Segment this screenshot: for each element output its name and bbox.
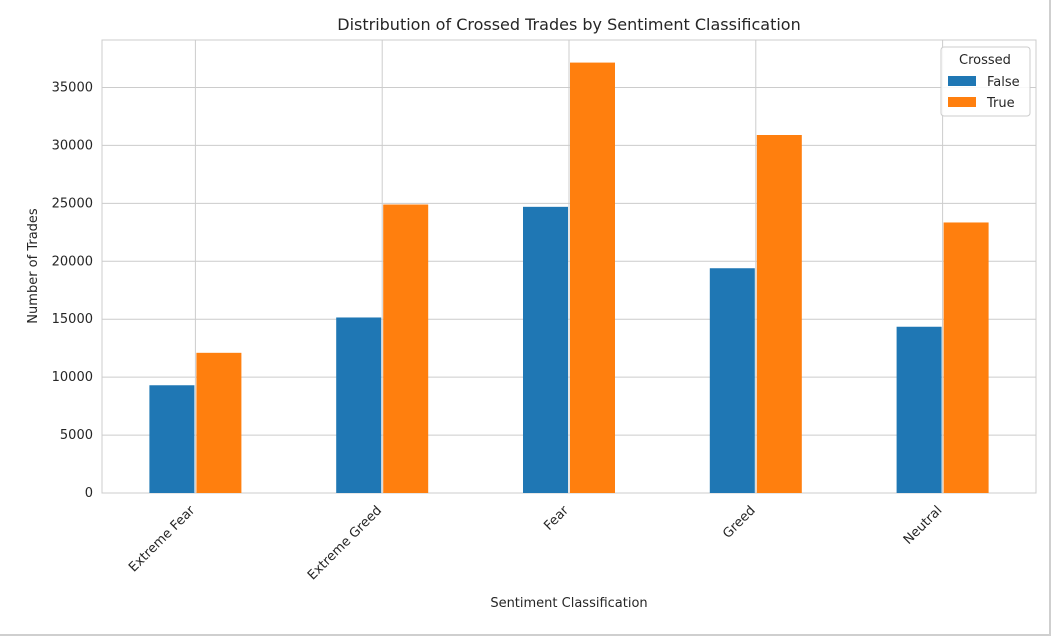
legend-swatch-true (948, 97, 976, 107)
x-tick-label: Greed (720, 503, 758, 541)
bar-true-extreme-fear (196, 352, 242, 493)
bar-false-fear (523, 206, 568, 494)
bar-false-greed (709, 268, 755, 493)
legend-label-true: True (986, 96, 1015, 111)
x-tick-label: Extreme Greed (305, 503, 385, 583)
legend-label-false: False (987, 75, 1020, 90)
y-tick-labels: 0 5000 10000 15000 20000 25000 30000 35000 (52, 81, 93, 501)
y-tick-label: 5000 (60, 428, 93, 443)
y-tick-label: 10000 (52, 370, 93, 385)
bar-false-neutral (896, 326, 942, 493)
bar-false-extreme-fear (149, 385, 195, 493)
x-tick-labels: Extreme Fear Extreme Greed Fear Greed Neutra… (126, 503, 945, 584)
legend-title: Crossed (959, 53, 1011, 68)
window-frame-bottom (0, 634, 1051, 636)
bars (149, 62, 989, 494)
y-tick-label: 0 (85, 486, 93, 501)
y-tick-label: 20000 (52, 254, 93, 269)
legend-swatch-false (948, 76, 976, 86)
legend: Crossed False True (940, 46, 1031, 117)
x-tick-label: Neutral (901, 503, 946, 548)
y-tick-label: 35000 (52, 81, 93, 96)
bar-false-extreme-greed (336, 317, 382, 493)
window-frame-right (1049, 0, 1051, 634)
bar-true-greed (756, 135, 802, 493)
x-axis-label: Sentiment Classification (490, 596, 647, 611)
x-tick-label: Extreme Fear (126, 503, 199, 576)
y-tick-label: 25000 (52, 196, 93, 211)
bar-true-extreme-greed (383, 204, 429, 494)
x-tick-label: Fear (541, 503, 572, 534)
grid (102, 40, 1036, 494)
bar-true-fear (570, 62, 615, 493)
y-tick-label: 15000 (52, 312, 93, 327)
chart-title: Distribution of Crossed Trades by Sentim… (337, 15, 800, 34)
bar-true-neutral (943, 222, 989, 493)
y-tick-label: 30000 (52, 138, 93, 153)
y-axis-label: Number of Trades (26, 208, 41, 324)
